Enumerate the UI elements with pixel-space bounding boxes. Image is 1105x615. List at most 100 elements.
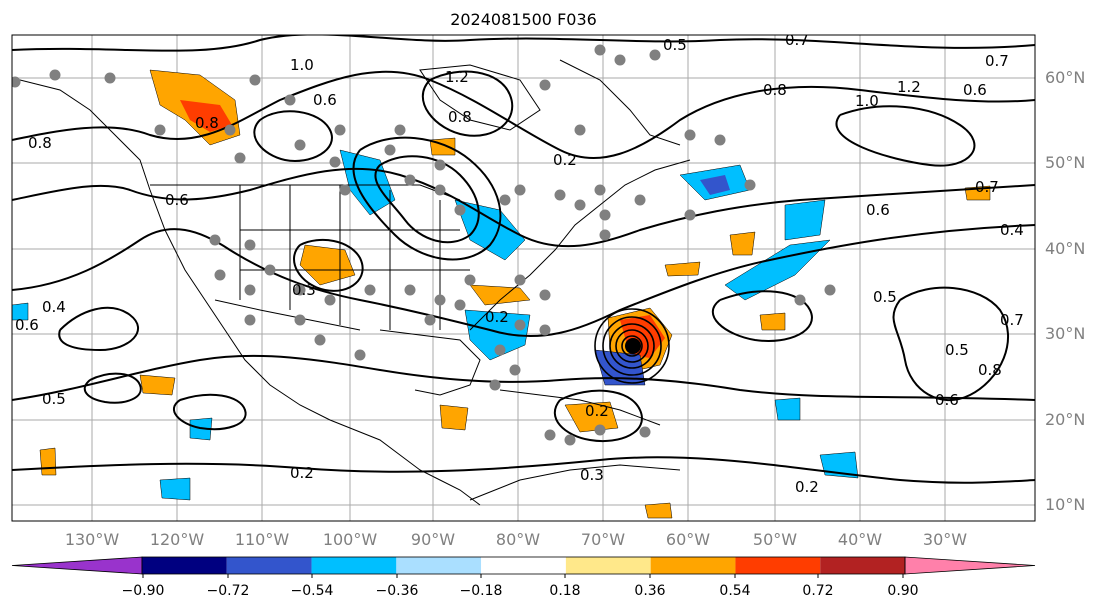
observation-marker (464, 274, 476, 286)
observation-marker (324, 294, 336, 306)
contour-line (83, 372, 142, 404)
observation-marker (404, 174, 416, 186)
shade-blue (159, 477, 191, 501)
contour-line (422, 70, 514, 137)
observation-marker (454, 204, 466, 216)
lon-tick-labels: 130°W 120°W 110°W 100°W 90°W 80°W 70°W 6… (65, 530, 967, 549)
observation-marker (424, 314, 436, 326)
observation-marker (514, 274, 526, 286)
hurricane-ring (602, 316, 662, 376)
observation-marker (574, 199, 586, 211)
observation-marker (404, 284, 416, 296)
contour-label: 0.5 (945, 341, 969, 359)
observation-marker (209, 234, 221, 246)
observation-marker (394, 124, 406, 136)
observation-marker (614, 54, 626, 66)
observation-marker (564, 434, 576, 446)
contour-label: 0.6 (15, 316, 39, 334)
observation-marker (714, 134, 726, 146)
shade-blue (724, 239, 831, 301)
colorbar-segment (735, 557, 821, 574)
shade-red (180, 100, 232, 132)
observation-marker (104, 72, 116, 84)
colorbar-tick-label: 0.72 (802, 583, 833, 599)
observation-marker (499, 194, 511, 206)
contour-label: 0.2 (553, 151, 577, 169)
contour-line (58, 306, 140, 352)
shade-orange (39, 447, 57, 476)
colorbar-segment (565, 557, 651, 574)
colorbar-tick-label: −0.54 (291, 583, 334, 599)
contour-label: 1.0 (855, 92, 879, 110)
contour-label: 0.8 (448, 108, 472, 126)
contour-label: 0.5 (873, 288, 897, 306)
lon-tick: 120°W (150, 530, 205, 549)
observation-marker (249, 74, 261, 86)
lon-tick: 110°W (235, 530, 290, 549)
colorbar-segment (396, 557, 482, 574)
contour-label: 0.8 (978, 361, 1002, 379)
contour-label: 0.4 (1000, 221, 1024, 239)
contour-label: 0.4 (42, 298, 66, 316)
observation-marker (314, 334, 326, 346)
coast-gulf (379, 329, 481, 396)
colorbar-extend-high (904, 556, 1036, 575)
map-border (11, 34, 1036, 522)
observation-marker (539, 324, 551, 336)
contour-line (712, 290, 813, 342)
contour-label: 0.8 (763, 81, 787, 99)
observation-marker (514, 184, 526, 196)
observation-marker (224, 124, 236, 136)
map-title: 2024081500 F036 (450, 10, 597, 29)
observation-marker (684, 129, 696, 141)
lon-tick: 80°W (496, 530, 540, 549)
contour-line (172, 393, 247, 431)
colorbar-segment (311, 557, 397, 574)
colorbar-tick-label: −0.36 (376, 583, 419, 599)
shade-orange (139, 374, 176, 396)
observation-marker (494, 344, 506, 356)
contour-label: 0.7 (985, 52, 1009, 70)
coast-south-america (469, 464, 681, 501)
shade-orange (469, 284, 531, 306)
shade-orange (759, 312, 786, 331)
colorbar-segment (820, 557, 905, 574)
observation-marker (594, 44, 606, 56)
shade-blue (454, 199, 526, 261)
border-us-mexico (214, 299, 361, 331)
observation-marker (12, 76, 21, 88)
lat-tick: 60°N (1045, 68, 1085, 87)
colorbar-tick-label: 0.54 (719, 583, 750, 599)
contour-label: 0.2 (290, 464, 314, 482)
contour-label-layer: 0.8 0.8 1.0 1.2 0.8 0.6 0.6 0.4 0.6 0.5 … (15, 35, 1024, 496)
lon-tick: 100°W (323, 530, 378, 549)
observation-marker (284, 94, 296, 106)
observation-marker (539, 289, 551, 301)
shade-blue (774, 397, 801, 421)
colorbar-tick-label: −0.18 (460, 583, 503, 599)
observation-marker (384, 144, 396, 156)
observation-marker (489, 379, 501, 391)
observation-marker (294, 284, 306, 296)
contour-label: 0.2 (585, 402, 609, 420)
contour-label: 0.3 (292, 281, 316, 299)
contour-label: 0.7 (975, 178, 999, 196)
observation-marker (49, 69, 61, 81)
contour-label: 0.3 (580, 466, 604, 484)
colorbar-tick-label: 0.18 (549, 583, 580, 599)
lon-tick: 30°W (923, 530, 967, 549)
state-lines (239, 185, 470, 330)
coast-east (469, 159, 691, 331)
contour-line (835, 105, 976, 167)
lat-tick: 30°N (1045, 324, 1085, 343)
contour-line (12, 456, 1035, 484)
contour-label: 0.7 (1000, 311, 1024, 329)
coast-caribbean (499, 389, 661, 426)
observation-marker (244, 284, 256, 296)
observation-marker (744, 179, 756, 191)
contour-line (553, 389, 643, 442)
observation-marker (544, 429, 556, 441)
observation-marker (354, 349, 366, 361)
shade-orange (664, 261, 701, 277)
observation-marker (264, 264, 276, 276)
